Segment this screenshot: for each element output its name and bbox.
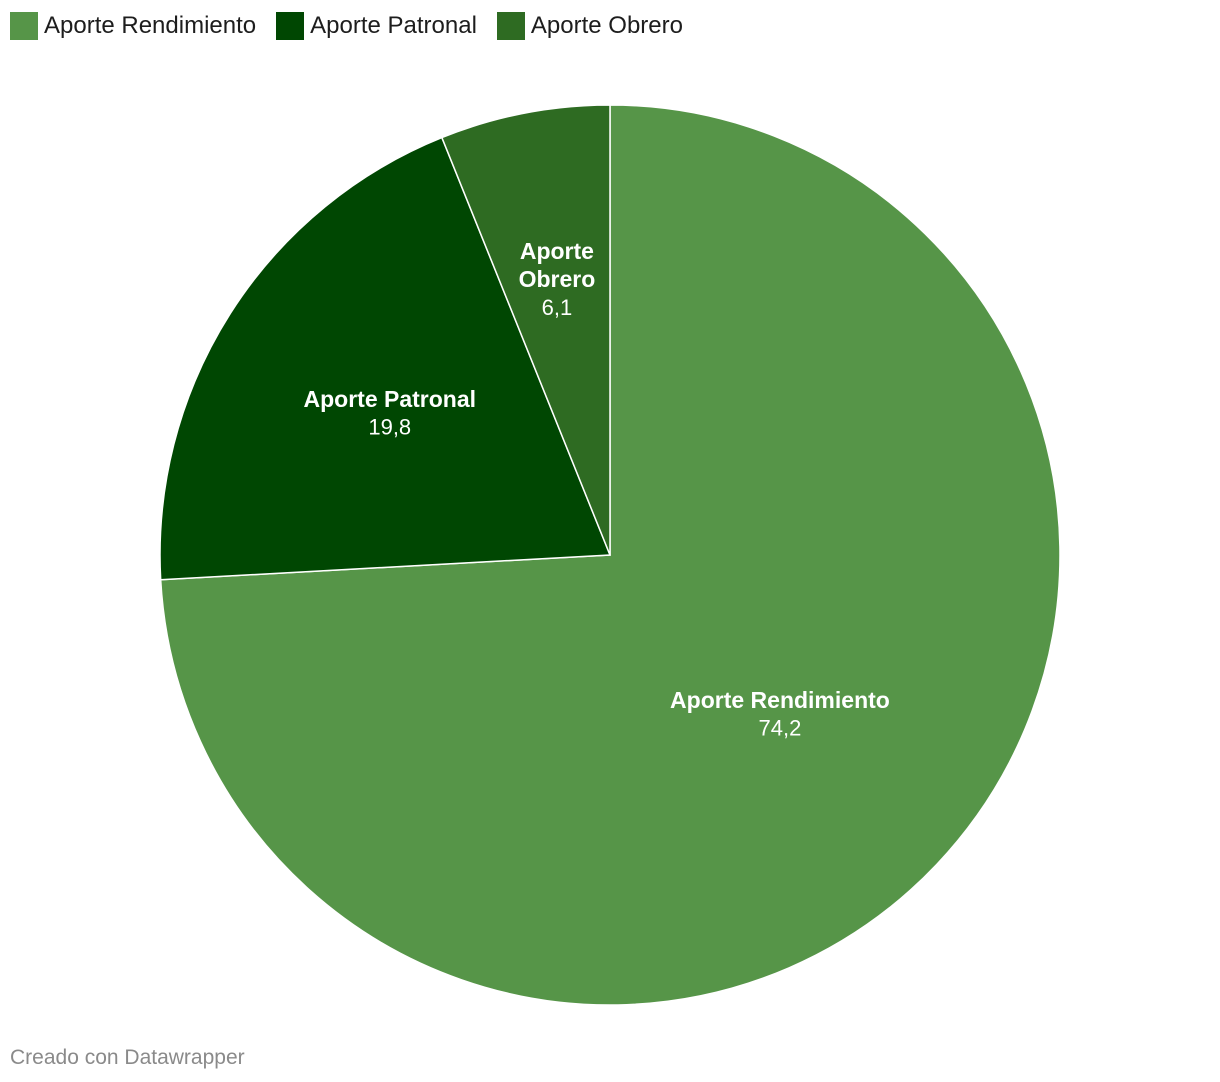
slice-value-aporte-obrero: 6,1 — [542, 295, 573, 320]
legend-item-aporte-obrero: Aporte Obrero — [496, 12, 683, 40]
legend-label-aporte-obrero: Aporte Obrero — [530, 12, 683, 39]
legend-swatch-aporte-patronal — [276, 12, 305, 40]
legend-label-aporte-patronal: Aporte Patronal — [310, 12, 477, 39]
slice-value-aporte-rendimiento: 74,2 — [759, 716, 802, 741]
slice-value-aporte-patronal: 19,8 — [368, 415, 411, 440]
legend-item-aporte-rendimiento: Aporte Rendimiento — [10, 12, 256, 40]
pie-slice-aporte-patronal — [159, 136, 612, 581]
legend-item-aporte-patronal: Aporte Patronal — [276, 12, 477, 40]
slice-label-aporte-patronal: Aporte Patronal — [304, 386, 477, 412]
slice-label-aporte-rendimiento: Aporte Rendimiento — [670, 687, 890, 713]
slice-label-aporte-obrero-line-2: Obrero — [519, 266, 596, 292]
legend-swatch-aporte-obrero — [496, 12, 525, 40]
legend-swatch-aporte-rendimiento — [10, 12, 38, 40]
chart-legend: Aporte Rendimiento Aporte Patronal Aport… — [10, 12, 683, 40]
pie-chart: Aporte Rendimiento 74,2 Aporte Patronal 19,… — [159, 104, 1061, 1006]
datawrapper-credit: Creado con Datawrapper — [10, 1046, 245, 1069]
legend-label-aporte-rendimiento: Aporte Rendimiento — [44, 12, 257, 39]
slice-label-aporte-obrero-line-1: Aporte — [520, 238, 594, 264]
pie-slice-aporte-obrero — [440, 104, 611, 556]
